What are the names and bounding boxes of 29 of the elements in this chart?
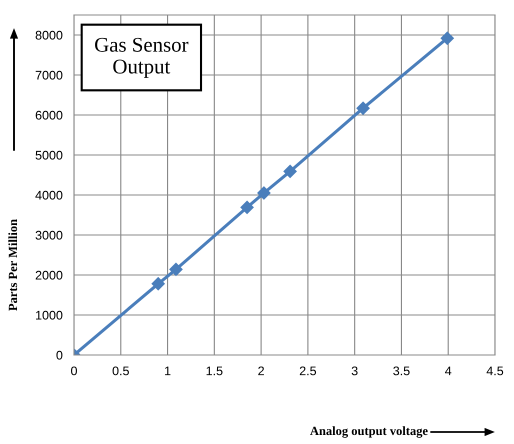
x-tick-label: 1 — [165, 366, 170, 376]
point — [284, 164, 297, 178]
y-tick-label: 7000 — [36, 70, 62, 80]
x-axis-title: Analog output voltage — [310, 426, 428, 438]
x-tick-label: 3 — [352, 366, 358, 376]
point — [257, 186, 271, 200]
text: Gas Sensor Output — [95, 38, 188, 78]
point — [240, 200, 254, 214]
point — [356, 102, 370, 115]
y-tick-label: 2000 — [36, 270, 62, 280]
y-tick-label: 4000 — [35, 190, 62, 200]
x-tick-label: 0.5 — [112, 366, 129, 376]
y-tick-label: 8000 — [36, 30, 62, 40]
x-tick-label: 3.5 — [393, 366, 410, 376]
point — [152, 277, 165, 290]
x-tick-label: 2.5 — [300, 366, 316, 376]
y-tick-label: 3000 — [36, 230, 62, 240]
x-tick-label: 1.5 — [206, 366, 222, 376]
y-tick-label: 6000 — [36, 110, 62, 120]
y-tick-label: 0 — [56, 350, 62, 360]
point — [169, 262, 183, 276]
x-tick-label: 2 — [258, 366, 264, 376]
y-tick-label: 1000 — [36, 310, 62, 320]
point — [440, 32, 454, 45]
x-tick-label: 0 — [71, 366, 77, 376]
x-tick-label: 4.5 — [486, 366, 504, 376]
x-tick-label: 4 — [445, 366, 452, 376]
y-axis-title: Parts Per Million — [8, 219, 18, 311]
y-tick-label: 5000 — [36, 150, 62, 160]
